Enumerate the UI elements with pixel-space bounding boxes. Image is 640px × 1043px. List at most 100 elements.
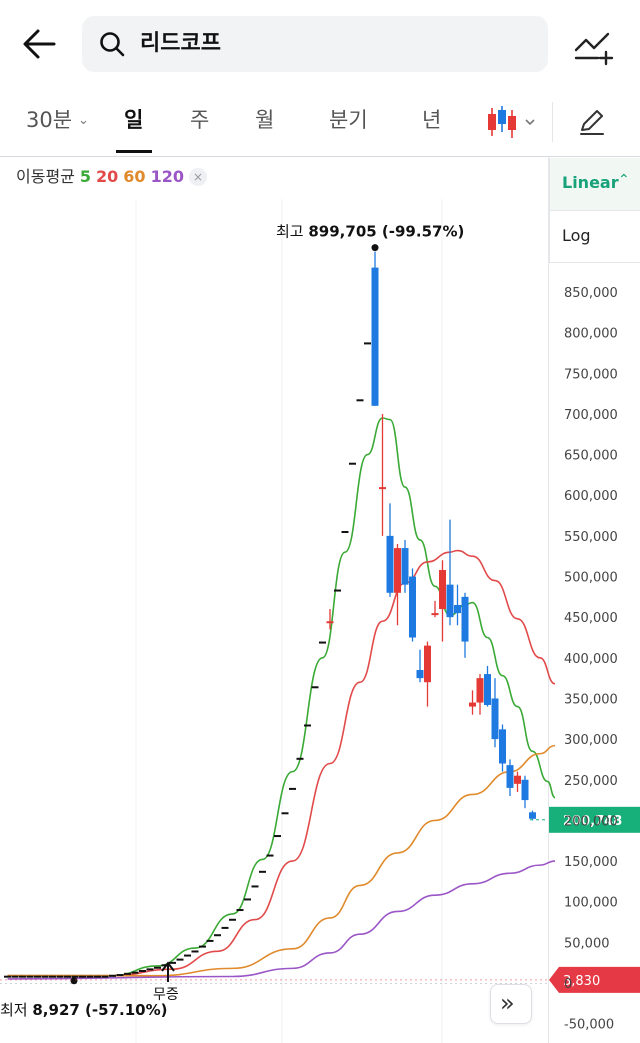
candle-body [191, 950, 199, 953]
candle-body [56, 975, 64, 978]
candle-body [401, 548, 409, 585]
ma60-label: 60 [123, 167, 146, 186]
active-tab-indicator [116, 150, 152, 153]
candle-body [289, 787, 296, 790]
candle-body [461, 596, 469, 642]
pencil-icon [580, 110, 604, 135]
candle-body [521, 779, 529, 801]
min-marker [70, 977, 78, 985]
candle-body [41, 975, 49, 978]
y-tick-label: 200,000 [564, 814, 618, 829]
candle-body [244, 898, 251, 901]
y-tick-label: 300,000 [564, 733, 618, 748]
y-tick-label: 50,000 [564, 936, 610, 951]
ma60-line [7, 744, 556, 977]
drawing-tool-button[interactable] [576, 106, 608, 138]
candle-body [431, 613, 439, 616]
candle-body [101, 975, 109, 978]
candle-body [454, 604, 461, 614]
tab-30min[interactable]: 30분 ⌄ [26, 106, 89, 135]
candle-body [214, 934, 221, 937]
candle-body [529, 812, 536, 819]
event-arrow-icon [161, 961, 175, 982]
ma5-label: 5 [79, 167, 92, 186]
candle-body [4, 975, 11, 978]
ma120-line [7, 860, 556, 980]
y-tick-label: 350,000 [564, 692, 618, 707]
scale-linear-label: Linear [562, 173, 619, 192]
candle-body [379, 487, 386, 490]
y-tick-label: 400,000 [564, 652, 618, 667]
candle-body [251, 885, 259, 888]
candle-body [19, 975, 26, 978]
search-icon [100, 32, 125, 57]
close-icon[interactable]: × [188, 168, 207, 186]
y-tick-label: 850,000 [564, 286, 618, 301]
ma-legend-title: 이동평균 [16, 167, 75, 186]
min-price-label: 최저 8,927 (-57.10%) [0, 1001, 167, 1019]
scroll-to-latest-button[interactable]: » [490, 984, 532, 1024]
scale-log-label: Log [562, 226, 591, 245]
candle-body [146, 968, 154, 971]
candlestick-icon [488, 106, 535, 138]
candle-body [476, 678, 484, 703]
candle-body [79, 975, 86, 978]
candle-body [71, 975, 79, 978]
search-query: 리드코프 [140, 31, 221, 56]
tab-quarter[interactable]: 분기 [329, 108, 368, 132]
candle-body [206, 939, 214, 942]
ma5-line [7, 417, 556, 977]
chart-type-selector[interactable] [484, 104, 540, 140]
candle-body [386, 535, 394, 593]
y-tick-label: 800,000 [564, 327, 618, 342]
candle-body [116, 974, 124, 977]
tab-month[interactable]: 월 [255, 108, 275, 132]
candle-body [184, 954, 191, 957]
candle-body [394, 548, 401, 593]
chart-annotations: 최고 899,705 (-99.57%) 최저 8,927 (-57.10%)무증… [0, 223, 640, 1019]
y-tick-label: 550,000 [564, 530, 618, 545]
chart-compare-button[interactable] [572, 26, 616, 66]
chevron-down-icon: ⌄ [78, 113, 89, 128]
candle-body [514, 775, 521, 784]
candle-body [109, 974, 116, 977]
candle-body [131, 971, 139, 974]
price-chart[interactable]: 최고 899,705 (-99.57%) 최저 8,927 (-57.10%)무증… [0, 157, 640, 1043]
candle-body [94, 975, 101, 978]
candle-body [49, 975, 56, 978]
tab-divider [552, 102, 553, 142]
candle-body [34, 975, 41, 978]
candle-body [259, 870, 266, 873]
search-bar[interactable]: 리드코프 [82, 16, 548, 72]
ma120-label: 120 [150, 167, 184, 186]
candle-body [311, 686, 319, 689]
y-tick-label: 0 [564, 977, 572, 992]
candle-body [274, 835, 281, 838]
candle-body [281, 812, 289, 815]
y-tick-label: 100,000 [564, 896, 618, 911]
candle-body [11, 975, 19, 978]
candle-body [319, 641, 326, 644]
tab-year[interactable]: 년 [422, 108, 442, 132]
moving-average-legend[interactable]: 이동평균 5 20 60 120 × [16, 166, 212, 188]
scale-option-linear[interactable]: Linear ⌃ [550, 158, 640, 211]
candle-body [199, 945, 206, 948]
chevron-up-icon: ⌃ [618, 172, 630, 188]
scale-option-log[interactable]: Log [550, 211, 640, 262]
candle-body [64, 975, 71, 978]
y-tick-label: -50,000 [564, 1018, 614, 1033]
candle-body [469, 702, 476, 707]
candles [4, 251, 536, 978]
candle-body [161, 964, 169, 967]
tab-30min-label: 30분 [26, 108, 73, 132]
y-axis: 850,000 800,000 750,000 700,000 650,000 600,0… [564, 286, 618, 1033]
y-tick-label: 600,000 [564, 489, 618, 504]
ma20-line [7, 549, 556, 977]
back-button[interactable] [18, 22, 62, 66]
candle-body [86, 975, 94, 978]
tab-week[interactable]: 주 [190, 108, 210, 132]
candle-body [424, 645, 431, 683]
candle-body [236, 909, 244, 912]
candle-body [349, 462, 356, 465]
tab-day[interactable]: 일 [124, 108, 144, 132]
